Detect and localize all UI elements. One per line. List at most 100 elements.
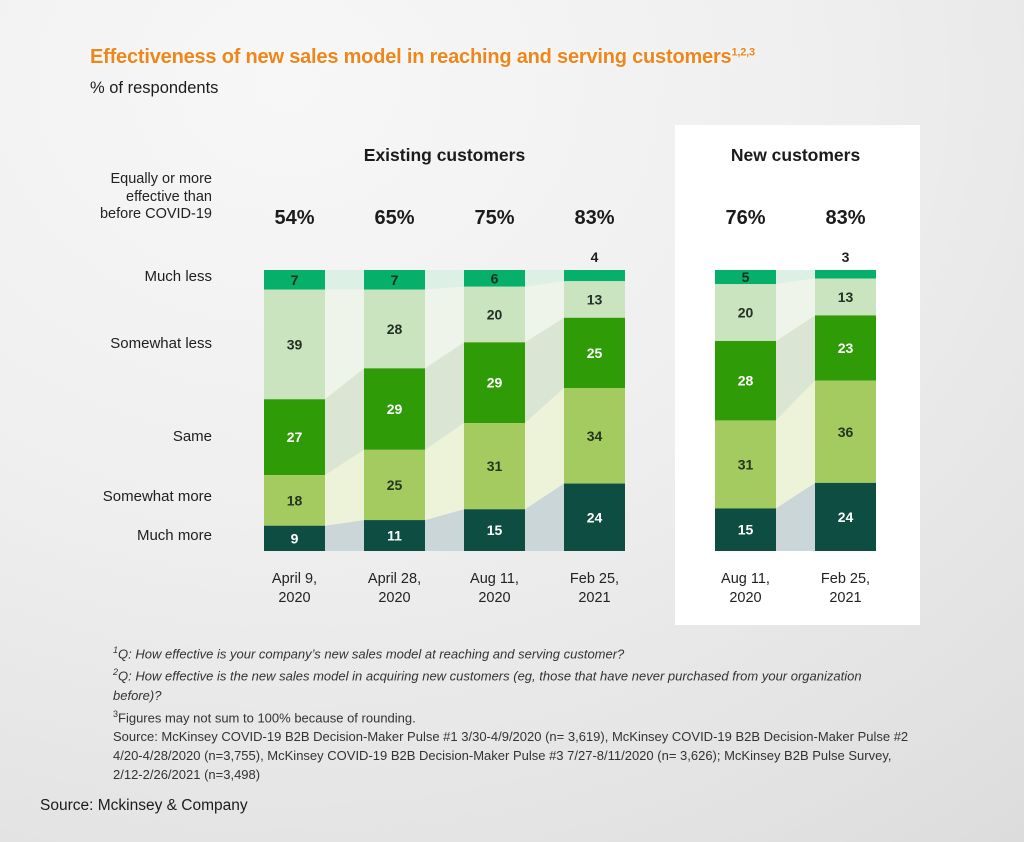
bar-segment	[715, 508, 776, 551]
bar-segment	[264, 270, 325, 290]
flow-connector	[425, 342, 464, 450]
footnote-sup: 2	[113, 667, 119, 678]
bar-segment	[815, 482, 876, 551]
value-label: 9	[291, 530, 299, 546]
bar-segment	[464, 509, 525, 551]
bar-segment	[715, 420, 776, 509]
bottom-source-label: Source: Mckinsey & Company	[40, 797, 248, 814]
row-label-much-more: Much more	[136, 527, 212, 544]
date-label: April 28, 2020	[367, 571, 422, 606]
flow-connector	[425, 286, 464, 369]
value-label: 24	[587, 509, 603, 525]
bar-segment	[564, 281, 625, 318]
flow-connector	[425, 509, 464, 551]
bar-segment	[815, 380, 876, 483]
value-label: 13	[587, 292, 603, 308]
group-title-0: Existing customers	[363, 145, 526, 165]
row-label-much-less: Much less	[144, 268, 212, 285]
row-label-somewhat-less: Somewhat less	[110, 335, 212, 352]
value-label: 20	[487, 307, 503, 323]
value-label: 36	[838, 424, 854, 440]
value-label: 7	[291, 272, 299, 288]
bar-segment	[364, 449, 425, 521]
bar-segment	[715, 340, 776, 421]
date-label: Feb 25, 2021	[569, 571, 620, 606]
flow-connector	[325, 449, 364, 526]
bar-segment	[264, 475, 325, 526]
date-label: Aug 11, 2020	[721, 571, 770, 606]
bar-segment	[564, 483, 625, 551]
bar-segment	[364, 520, 425, 551]
footnote-text: Q: How effective is the new sales model …	[113, 668, 862, 703]
flow-connector	[325, 289, 364, 400]
headline-pct: 83%	[574, 207, 615, 229]
footnote-line: 3Figures may not sum to 100% because of …	[113, 705, 913, 727]
value-label: 3	[842, 249, 850, 265]
flow-connector	[776, 380, 815, 509]
flow-connector	[325, 270, 364, 290]
flow-connector	[525, 483, 564, 551]
date-label: Aug 11, 2020	[470, 571, 519, 606]
footnote-sup: 1	[113, 645, 119, 655]
value-label: 31	[487, 458, 503, 474]
value-label: 39	[287, 336, 303, 352]
bar-segment	[815, 270, 876, 279]
value-label: 11	[387, 528, 402, 544]
headline-pct: 83%	[825, 207, 866, 229]
bar-segment	[264, 525, 325, 551]
footnote-lines: 1Q: How effective is your company’s new …	[113, 641, 913, 727]
page-title: Effectiveness of new sales model in reac…	[90, 46, 755, 69]
bar-segment	[264, 289, 325, 400]
page-title-footnote-markers: 1,2,3	[731, 46, 755, 59]
flow-connector	[425, 423, 464, 521]
value-label: 7	[391, 272, 399, 288]
headline-pct: 65%	[374, 207, 415, 229]
bar-segment	[464, 423, 525, 510]
headline-pct: 75%	[474, 207, 515, 229]
footnote-line: 2Q: How effective is the new sales model…	[113, 663, 913, 704]
value-label: 18	[287, 492, 303, 508]
bar-segment	[564, 388, 625, 484]
value-label: 15	[738, 522, 754, 538]
value-label: 20	[738, 305, 754, 321]
page-title-text: Effectiveness of new sales model in reac…	[90, 46, 732, 68]
value-label: 25	[587, 345, 603, 361]
headline-row-label: Equally or more effective than before CO…	[99, 171, 212, 222]
bar-segment	[464, 342, 525, 424]
source-note: Source: McKinsey COVID-19 B2B Decision-M…	[113, 728, 909, 782]
footnote-text: Q: How effective is your company’s new s…	[118, 646, 625, 662]
value-label: 6	[491, 270, 499, 286]
bar-segment	[715, 284, 776, 341]
value-label: 23	[838, 340, 854, 356]
flow-connector	[325, 368, 364, 476]
value-label: 28	[738, 373, 754, 389]
bar-segment	[815, 278, 876, 316]
flow-connector	[525, 270, 564, 287]
value-label: 25	[387, 477, 403, 493]
row-label-somewhat-more: Somewhat more	[102, 488, 212, 505]
bar-segment	[464, 270, 525, 287]
date-label: Feb 25, 2021	[820, 571, 871, 606]
page-subtitle: % of respondents	[90, 79, 219, 97]
flow-connector	[425, 270, 464, 290]
value-label: 13	[838, 289, 854, 305]
headline-pct: 76%	[725, 207, 766, 229]
flow-connector	[776, 315, 815, 421]
value-label: 4	[591, 249, 599, 265]
flow-connector	[525, 388, 564, 510]
headline-pct: 54%	[274, 207, 315, 229]
bar-segment	[564, 270, 625, 282]
value-label: 24	[838, 509, 854, 525]
flow-connector	[525, 317, 564, 424]
value-label: 27	[287, 429, 303, 445]
footnote-text: Figures may not sum to 100% because of r…	[118, 709, 416, 725]
value-label: 28	[387, 321, 403, 337]
bar-segment	[464, 286, 525, 343]
row-label-same: Same	[172, 428, 212, 445]
bar-segment	[364, 270, 425, 290]
bar-segment	[815, 315, 876, 381]
bar-segment	[364, 368, 425, 450]
value-label: 5	[742, 269, 750, 285]
value-label: 31	[738, 456, 754, 472]
